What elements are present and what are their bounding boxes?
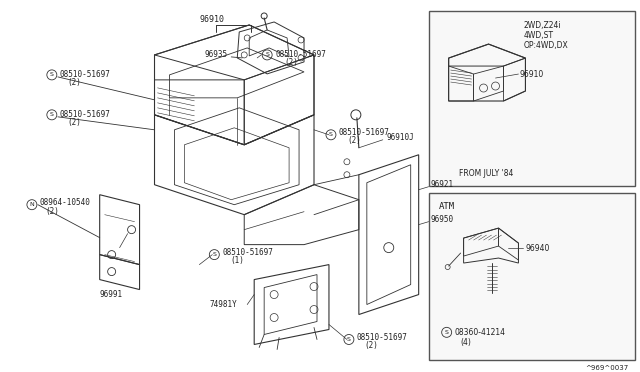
Text: N: N	[29, 202, 35, 207]
Text: 08360-41214: 08360-41214	[454, 328, 506, 337]
Text: 4WD,ST: 4WD,ST	[524, 31, 554, 39]
Text: (2): (2)	[347, 136, 361, 145]
Bar	[429, 193, 635, 360]
Text: (1): (1)	[230, 256, 244, 265]
Text: 96935: 96935	[204, 51, 227, 60]
Text: 96910: 96910	[520, 70, 544, 78]
Text: 08510-51697: 08510-51697	[357, 333, 408, 342]
Text: (2): (2)	[365, 341, 379, 350]
Text: 96921: 96921	[431, 180, 454, 189]
Text: ^969^0037: ^969^0037	[585, 365, 628, 371]
Text: OP:4WD,DX: OP:4WD,DX	[524, 41, 568, 49]
Text: FROM JULY '84: FROM JULY '84	[459, 169, 513, 178]
Text: (2): (2)	[68, 78, 82, 87]
Text: (2): (2)	[46, 207, 60, 216]
Text: S: S	[50, 73, 54, 77]
Text: 96910: 96910	[200, 16, 225, 25]
Bar	[429, 11, 635, 186]
Text: 08510-51697: 08510-51697	[60, 110, 111, 119]
Text: 96910J: 96910J	[387, 133, 415, 142]
Text: S: S	[329, 132, 333, 137]
Text: (4): (4)	[461, 338, 472, 347]
Text: S: S	[347, 337, 351, 342]
Text: 08964-10540: 08964-10540	[40, 198, 91, 207]
Text: 2WD,Z24i: 2WD,Z24i	[524, 20, 561, 30]
Text: 96991: 96991	[100, 290, 123, 299]
Text: 08510-51697: 08510-51697	[339, 128, 390, 137]
Text: 74981Y: 74981Y	[209, 300, 237, 309]
Text: S: S	[265, 52, 269, 57]
Text: 08510-51697: 08510-51697	[60, 70, 111, 79]
Text: 96950: 96950	[431, 215, 454, 224]
Text: 08510-51697: 08510-51697	[222, 248, 273, 257]
Text: 96940: 96940	[525, 244, 550, 253]
Text: S: S	[445, 330, 449, 335]
Text: (2): (2)	[284, 58, 298, 67]
Text: 08510-51697: 08510-51697	[275, 51, 326, 60]
Text: (2): (2)	[68, 118, 82, 127]
Text: S: S	[212, 252, 216, 257]
Text: S: S	[50, 112, 54, 117]
Text: ATM: ATM	[438, 202, 455, 211]
